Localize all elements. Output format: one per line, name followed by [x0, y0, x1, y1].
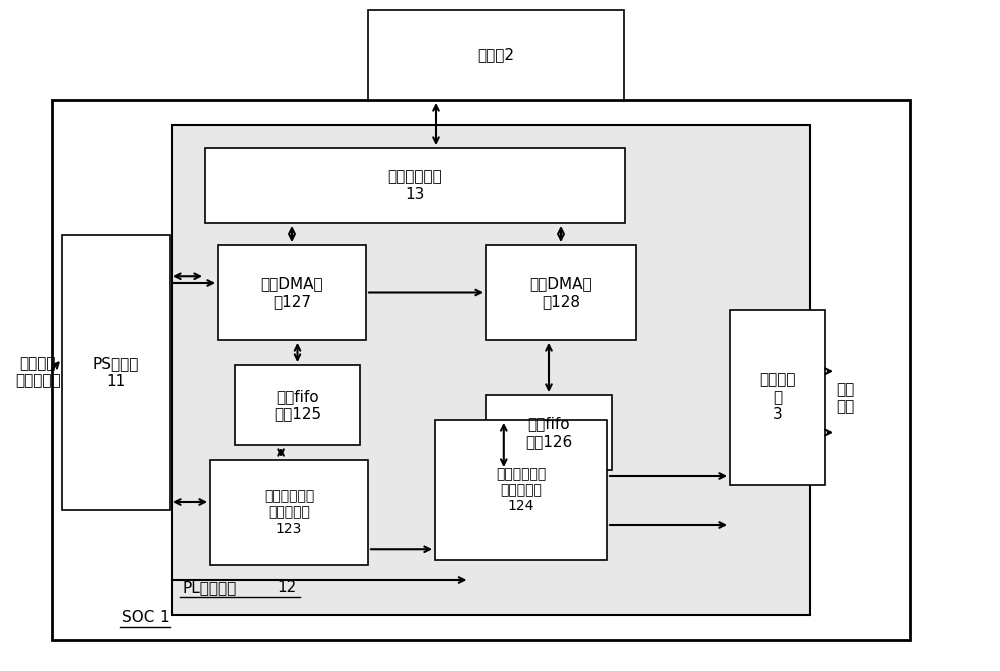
Text: 第二fifo
模块126: 第二fifo 模块126 — [525, 416, 573, 449]
Bar — [218, 245, 366, 340]
Bar — [210, 460, 368, 565]
Bar — [486, 395, 612, 470]
Bar — [486, 245, 636, 340]
Bar — [62, 235, 170, 510]
Text: 1: 1 — [159, 610, 169, 625]
Text: PS处理器
11: PS处理器 11 — [93, 356, 139, 389]
Text: 数模转换
器
3: 数模转换 器 3 — [759, 372, 796, 423]
Text: 第一DMA模
块127: 第一DMA模 块127 — [261, 276, 323, 309]
Text: 输出
波形: 输出 波形 — [836, 382, 854, 414]
Text: 数据交互模块
13: 数据交互模块 13 — [388, 169, 442, 202]
Text: 存储器2: 存储器2 — [478, 48, 514, 62]
Text: 12: 12 — [277, 580, 296, 595]
Bar — [205, 148, 625, 223]
Bar — [172, 125, 810, 615]
Bar — [730, 310, 825, 485]
Text: PL数字电路: PL数字电路 — [182, 580, 236, 595]
Bar — [235, 365, 360, 445]
Bar — [368, 10, 624, 100]
Bar — [52, 100, 910, 640]
Text: 第二逐点任意
波产生模块
124: 第二逐点任意 波产生模块 124 — [496, 467, 546, 513]
Bar — [435, 420, 607, 560]
Text: 第二DMA模
块128: 第二DMA模 块128 — [530, 276, 592, 309]
Text: 第一逐点任意
波产生模块
123: 第一逐点任意 波产生模块 123 — [264, 489, 314, 535]
Text: 输入波形
类型、参数: 输入波形 类型、参数 — [15, 356, 61, 389]
Text: 第一fifo
模块125: 第一fifo 模块125 — [274, 389, 321, 421]
Text: SOC: SOC — [122, 610, 154, 625]
